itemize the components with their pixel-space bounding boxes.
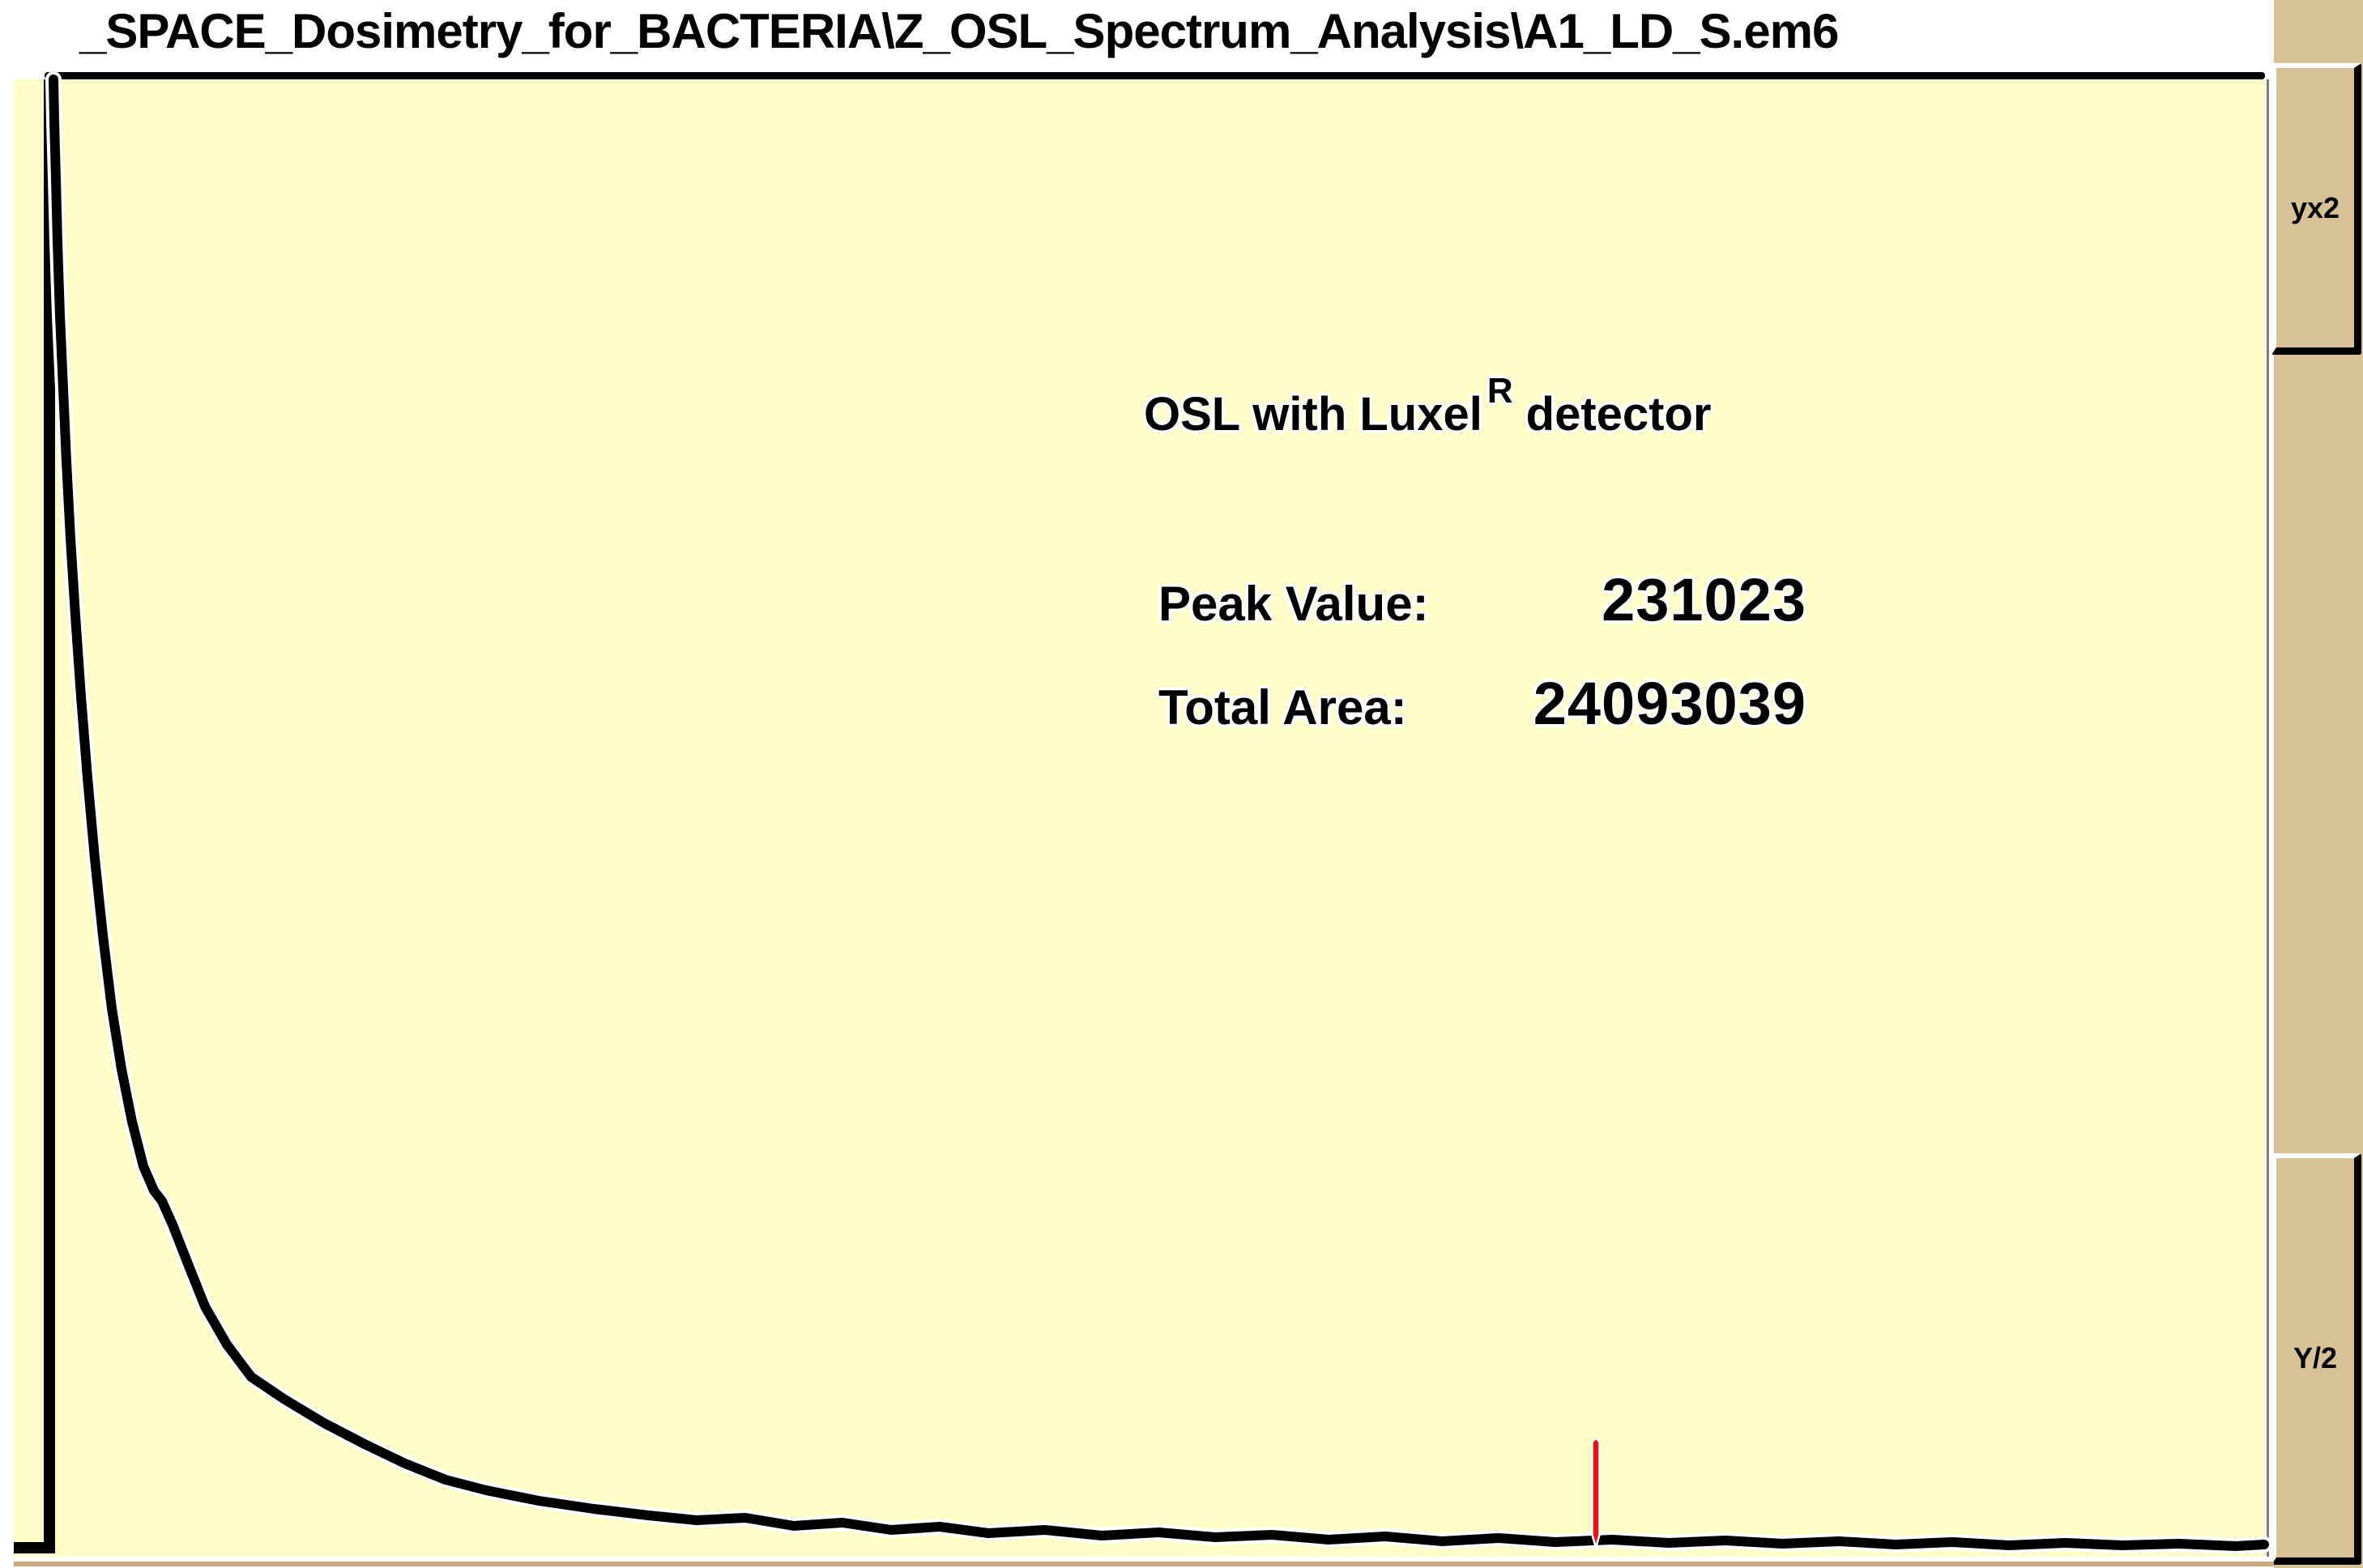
total-area-row: Total Area: 24093039 bbox=[1158, 669, 1806, 738]
y-axis-line bbox=[44, 79, 55, 1553]
peak-value-row: Peak Value: 231023 bbox=[1158, 565, 1806, 634]
plot-top-border bbox=[45, 72, 2265, 79]
y-divide-2-button[interactable]: Y/2 bbox=[2271, 1153, 2361, 1565]
detector-caption-suffix: detector bbox=[1525, 388, 1712, 441]
window-title-path: _SPACE_Dosimetry_for_BACTERIA\Z_OSL_Spec… bbox=[79, 4, 1839, 58]
osl-decay-curve bbox=[49, 75, 2269, 1551]
plot-background bbox=[14, 79, 2265, 1557]
total-area-label: Total Area: bbox=[1158, 680, 1407, 735]
bottom-window-rule bbox=[14, 1562, 2274, 1566]
y-divide-2-button-label: Y/2 bbox=[2293, 1340, 2338, 1374]
total-area-number: 24093039 bbox=[1533, 670, 1806, 737]
red-cursor-marker bbox=[1591, 1438, 1601, 1552]
peak-value-number: 231023 bbox=[1602, 566, 1806, 633]
y-times-2-button[interactable]: yx2 bbox=[2271, 63, 2361, 355]
y-times-2-button-label: yx2 bbox=[2290, 190, 2340, 224]
detector-caption-prefix: OSL with Luxel bbox=[1144, 388, 1482, 441]
peak-value-label: Peak Value: bbox=[1158, 577, 1429, 631]
plot-right-border bbox=[2267, 79, 2269, 1557]
axis-origin-foot bbox=[14, 1542, 55, 1553]
window-titlebar: _SPACE_Dosimetry_for_BACTERIA\Z_OSL_Spec… bbox=[0, 0, 2274, 71]
registered-mark-superscript: R bbox=[1486, 371, 1513, 411]
